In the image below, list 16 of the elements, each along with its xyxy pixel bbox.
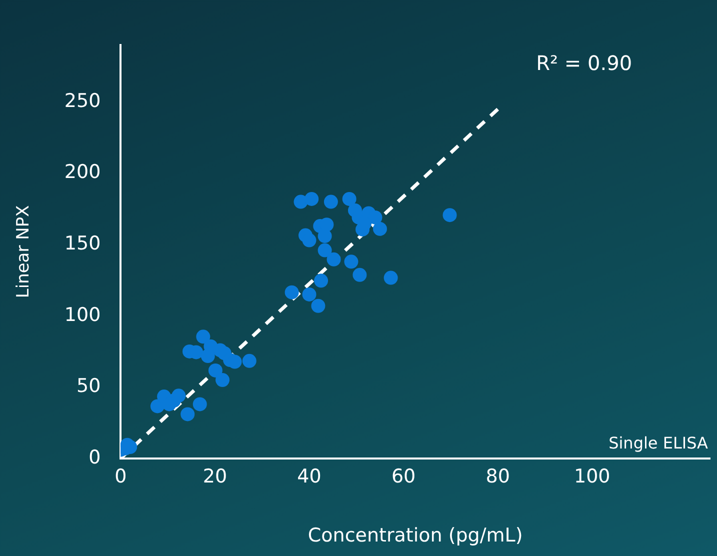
- x-tick-label: 20: [202, 466, 228, 488]
- y-tick-label: 50: [76, 375, 101, 398]
- annotation: R² = 0.90: [536, 51, 632, 76]
- x-tick-label: 60: [391, 466, 416, 488]
- annotation: Single ELISA: [608, 434, 708, 453]
- y-tick-label: 200: [64, 161, 101, 184]
- x-tick-label: 100: [574, 466, 610, 488]
- x-axis-title: Concentration (pg/mL): [308, 524, 523, 547]
- y-tick-label: 0: [88, 446, 101, 468]
- x-tick-label: 0: [114, 466, 127, 488]
- x-tick-label: 80: [486, 466, 510, 488]
- y-axis-title: Linear NPX: [14, 204, 34, 298]
- y-tick-label: 150: [64, 232, 101, 255]
- y-tick-label: 250: [64, 90, 101, 112]
- y-tick-label: 100: [64, 304, 101, 326]
- x-tick-label: 40: [297, 466, 322, 488]
